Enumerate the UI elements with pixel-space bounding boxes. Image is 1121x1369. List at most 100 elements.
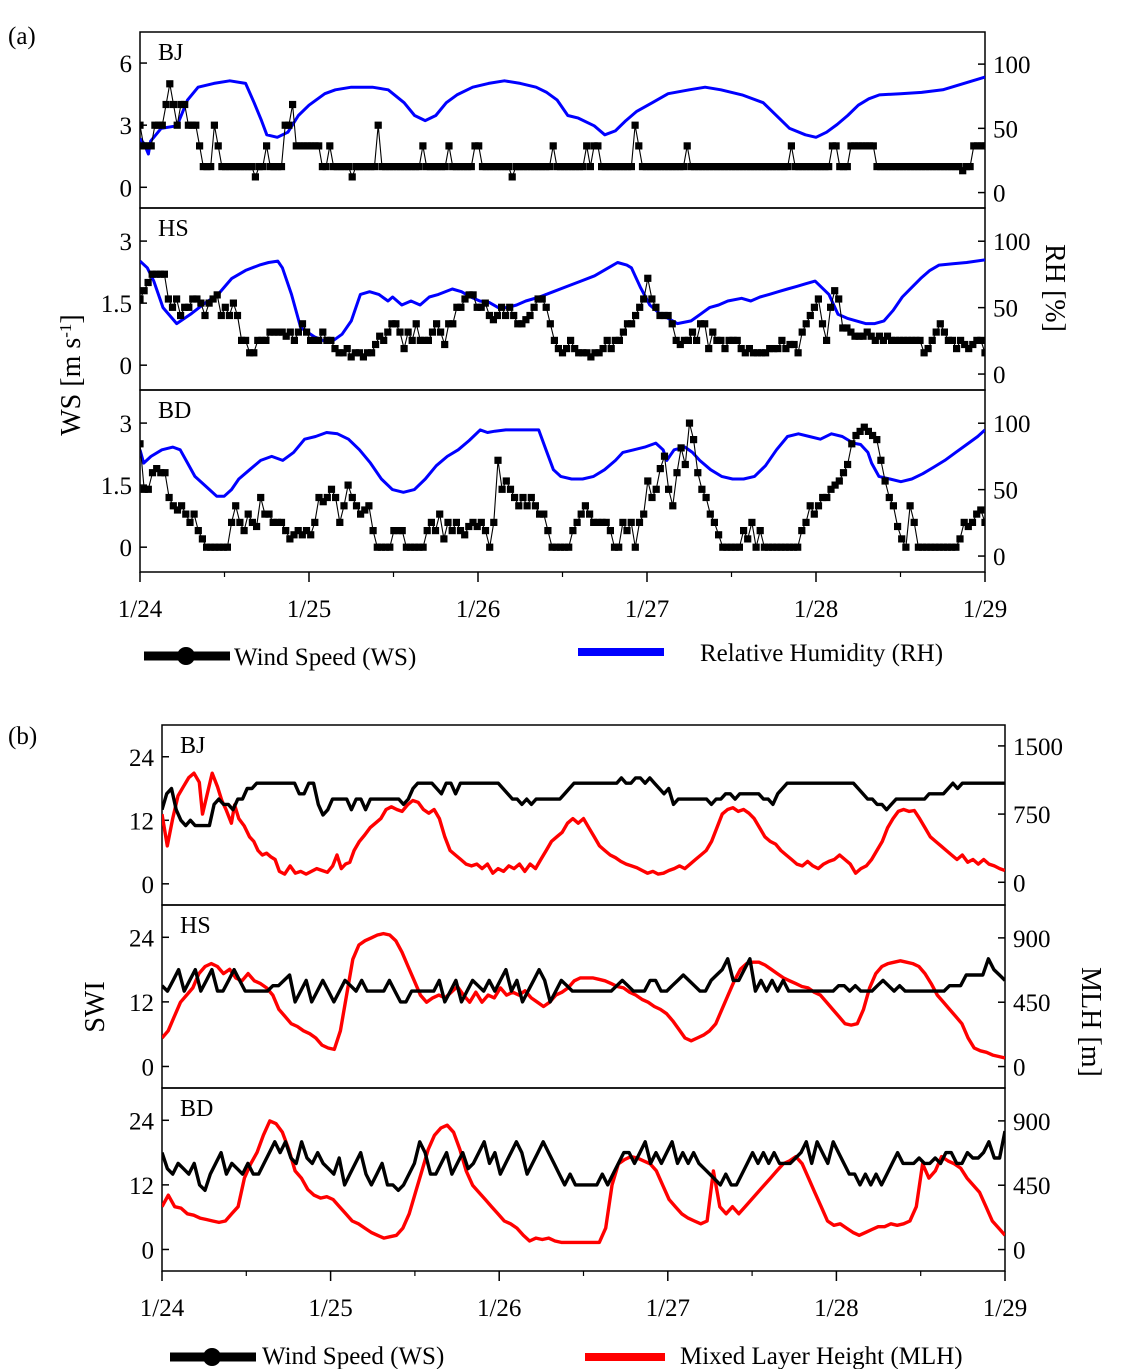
- ws-point: [278, 328, 286, 336]
- rh-series-line: [140, 258, 985, 343]
- ws-point: [193, 295, 201, 303]
- ws-point: [396, 328, 404, 336]
- ws-point: [140, 440, 144, 448]
- ws-point: [218, 163, 226, 171]
- ws-point: [859, 332, 867, 340]
- ws-point: [478, 163, 487, 171]
- ws-point: [619, 328, 627, 336]
- ws-point: [665, 163, 673, 171]
- ws-point: [705, 345, 713, 353]
- ws-point: [825, 163, 833, 171]
- ws-point: [661, 163, 669, 171]
- ws-point: [953, 345, 961, 353]
- ws-point: [925, 163, 933, 171]
- ws-point: [694, 469, 702, 477]
- ws-point: [652, 485, 660, 493]
- ws-point: [368, 349, 376, 357]
- ws-point: [516, 163, 524, 171]
- right-tick-label: 0: [1013, 1238, 1026, 1265]
- ws-point: [568, 163, 576, 171]
- ws-point: [550, 336, 558, 344]
- ws-point: [265, 510, 273, 518]
- ws-point: [534, 295, 542, 303]
- x-tick-label: 1/27: [646, 1295, 690, 1322]
- ws-point: [203, 543, 211, 551]
- ws-point: [475, 142, 483, 150]
- x-tick-label: 1/28: [814, 1295, 858, 1322]
- ws-point: [594, 142, 602, 150]
- ws-point: [332, 493, 340, 502]
- ws-point: [823, 336, 831, 344]
- x-tick-label: 1/29: [963, 596, 1007, 623]
- subplot-bj: BJ 0 3 6 0 50 100: [120, 31, 1031, 209]
- ws-point: [441, 340, 449, 349]
- mlh-series-line: [162, 771, 1005, 876]
- ws-point: [642, 163, 650, 171]
- ws-point: [936, 163, 944, 171]
- ws-point: [602, 518, 610, 526]
- ws-point: [906, 502, 914, 510]
- ws-point: [340, 502, 348, 510]
- ws-point: [564, 163, 572, 171]
- ws-point: [583, 349, 591, 357]
- ws-point: [769, 163, 777, 171]
- ws-point: [813, 163, 822, 171]
- right-tick-label: 900: [1013, 926, 1051, 953]
- ws-point: [339, 349, 347, 357]
- ws-point: [428, 328, 437, 336]
- ws-point: [974, 142, 982, 150]
- ws-point: [799, 163, 807, 171]
- ws-point: [392, 320, 400, 328]
- ws-point: [693, 336, 701, 344]
- ws-point: [440, 535, 448, 543]
- series-area: [140, 258, 985, 361]
- ws-point: [512, 163, 520, 171]
- ws-point: [486, 543, 494, 551]
- ws-point: [968, 518, 977, 526]
- ws-point: [430, 163, 438, 171]
- ws-point: [519, 493, 527, 502]
- ws-point: [361, 506, 369, 514]
- ws-point: [408, 336, 416, 344]
- ws-point: [274, 328, 282, 336]
- ws-point: [817, 163, 825, 171]
- ws-point: [745, 345, 753, 353]
- ws-point: [147, 142, 155, 150]
- ws-point: [277, 518, 286, 526]
- ws-point: [762, 349, 770, 357]
- ws-point: [169, 100, 178, 109]
- ws-point: [951, 163, 959, 171]
- ws-point: [232, 502, 240, 510]
- ws-point: [769, 543, 777, 551]
- ws-point: [254, 336, 262, 344]
- ws-point: [274, 163, 282, 171]
- ws-point: [223, 543, 231, 551]
- ws-point: [948, 543, 956, 551]
- ws-point: [583, 142, 591, 150]
- ws-point: [307, 531, 315, 539]
- ws-point: [553, 163, 561, 171]
- ws-point: [431, 527, 440, 535]
- ws-point: [363, 349, 372, 357]
- ws-point: [821, 163, 829, 171]
- ws-point: [705, 163, 714, 171]
- ws-point: [875, 332, 883, 340]
- ws-point: [632, 311, 640, 320]
- x-tick-label: 1/25: [308, 1295, 352, 1322]
- ws-point: [494, 456, 502, 464]
- ws-point: [888, 336, 896, 344]
- ws-point: [598, 163, 606, 171]
- ws-point: [140, 485, 148, 493]
- ws-point: [731, 543, 739, 551]
- ws-point: [197, 299, 205, 307]
- ws-point: [558, 349, 567, 357]
- ws-point: [296, 142, 304, 150]
- ws-point: [222, 163, 230, 171]
- ws-point: [607, 345, 615, 353]
- ws-point: [408, 163, 416, 171]
- ws-point: [263, 142, 271, 150]
- left-tick-label: 1.5: [101, 473, 132, 500]
- ws-point: [294, 527, 302, 535]
- ws-point: [214, 142, 222, 150]
- ws-point: [477, 303, 485, 311]
